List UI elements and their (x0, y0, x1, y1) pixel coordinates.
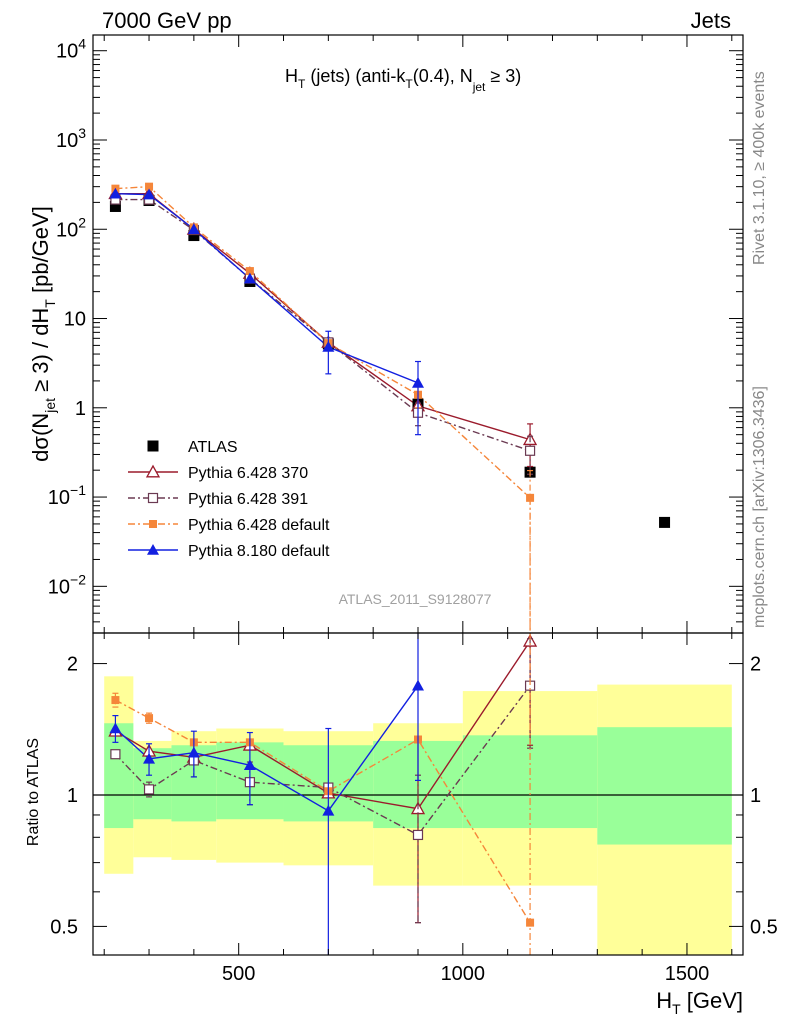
y-tick-label-ratio-left: 0.5 (50, 916, 78, 938)
ratio-point-p8def (109, 722, 122, 734)
title-p2: (0.4), N (413, 66, 473, 86)
y-axis-label-bottom: Ratio to ATLAS (25, 738, 42, 846)
title-sub1: T (298, 77, 306, 91)
legend-label-p391: Pythia 6.428 391 (188, 491, 308, 508)
legend-marker-p370 (145, 464, 161, 478)
band-inner-6 (462, 735, 598, 829)
main-point-p8def (243, 272, 256, 284)
y-tick-base: 10 (56, 41, 78, 63)
title-p1: (jets) (anti-k (305, 66, 406, 86)
y-tick-label-ratio-left: 2 (67, 654, 78, 676)
y-tick-label-top: 10−2 (48, 571, 86, 598)
main-point-p6def (145, 182, 154, 191)
legend-label-p8def: Pythia 8.180 default (188, 543, 330, 560)
y-tick-exp: −1 (70, 482, 86, 498)
y-tick-exp: −2 (70, 571, 86, 587)
ratio-point-p8def (322, 804, 335, 816)
main-point-atlas (109, 200, 121, 212)
xlabel-sub: T (672, 1001, 681, 1017)
watermark: ATLAS_2011_S9128077 (339, 591, 492, 607)
chart-title: HT (jets) (anti-kT(0.4), Njet ≥ 3) (285, 66, 521, 94)
title-sub2: T (405, 77, 413, 91)
ratio-point-p8def (187, 746, 200, 758)
main-plot-series (108, 182, 671, 633)
y-tick-base: 10 (56, 219, 78, 241)
y-tick-label-top: 1 (75, 398, 86, 420)
main-point-p391 (524, 445, 536, 456)
main-point-atlas (188, 230, 200, 242)
ratio-point-p8def (243, 759, 256, 771)
y-tick-label-top: 10−1 (48, 482, 86, 509)
ratio-point-p8def (412, 679, 424, 691)
ratio-point-p391 (412, 829, 424, 841)
legend: ATLAS Pythia 6.428 370 Pythia 6.428 391 Pyt… (128, 439, 330, 560)
ratio-point-p391 (110, 749, 121, 760)
x-tick-label: 1500 (665, 963, 710, 985)
y-tick-label-top: 102 (56, 214, 86, 241)
xlabel-a: H (656, 988, 672, 1013)
header-right: Jets (691, 8, 731, 33)
x-tick-label: 500 (222, 963, 255, 985)
y-tick-base: 10 (56, 130, 78, 152)
y-tick-exp: 3 (78, 125, 86, 141)
rivet-label: Rivet 3.1.10, ≥ 400k events (751, 71, 768, 265)
xlabel-b: [GeV] (681, 988, 743, 1013)
ratio-point-p6def (145, 714, 154, 723)
y-tick-base: 10 (48, 487, 70, 509)
ylabel-sub2: T (42, 299, 58, 308)
band-inner-7 (597, 727, 732, 845)
y-tick-exp: 4 (78, 36, 86, 52)
ratio-point-p391 (143, 784, 155, 795)
y-tick-label-top: 10 (64, 309, 86, 331)
main-line-p8def (115, 193, 419, 384)
title-p3: ≥ 3) (485, 66, 521, 86)
y-tick-label-top: 103 (56, 125, 86, 152)
ratio-point-p8def (143, 752, 156, 764)
main-point-p8def (322, 340, 335, 352)
y-tick-label-ratio-right: 2 (750, 654, 761, 676)
main-point-p8def (143, 188, 156, 200)
legend-marker-p391 (147, 492, 159, 504)
y-tick-exp: 2 (78, 214, 86, 230)
main-point-atlas (659, 516, 671, 528)
main-line-p391 (115, 198, 531, 452)
main-point-p8def (109, 187, 122, 199)
title-main: H (285, 66, 298, 86)
main-point-p8def (187, 223, 200, 235)
legend-label-p370: Pythia 6.428 370 (188, 465, 308, 482)
ratio-plot-series (108, 633, 538, 955)
y-tick-base: 10 (48, 576, 70, 598)
y-tick-base: 1 (75, 398, 86, 420)
mcplots-label: mcplots.cern.ch [arXiv:1306.3436] (751, 386, 768, 628)
header-left: 7000 GeV pp (102, 8, 232, 33)
ylabel-a: dσ(N (28, 413, 53, 462)
x-axis-label: HT [GeV] (656, 988, 743, 1017)
ylabel-c: [pb/GeV] (28, 206, 53, 299)
y-axis-label-top: dσ(Njet ≥ 3) / dHT [pb/GeV] (28, 206, 58, 462)
ratio-line-p8def (114, 685, 419, 812)
x-tick-label: 1000 (441, 963, 486, 985)
legend-label-p6def: Pythia 6.428 default (188, 517, 330, 534)
legend-marker-p8def (147, 544, 159, 555)
y-tick-label-top: 104 (56, 36, 86, 63)
legend-marker-atlas (147, 440, 159, 452)
ylabel-sub1: jet (42, 398, 58, 414)
main-point-p6def (245, 267, 254, 276)
y-tick-base: 10 (64, 309, 86, 331)
y-tick-label-ratio-left: 1 (67, 785, 78, 807)
legend-marker-p6def (149, 520, 157, 528)
main-line-p370 (115, 193, 531, 441)
ratio-point-p6def (111, 696, 120, 705)
ylabel-b: ≥ 3) / dH (28, 308, 53, 398)
main-point-p8def (412, 376, 424, 388)
y-tick-label-ratio-right: 0.5 (750, 916, 778, 938)
y-tick-label-ratio-right: 1 (750, 785, 761, 807)
legend-label-atlas: ATLAS (188, 439, 238, 456)
title-sub3: jet (472, 80, 486, 94)
